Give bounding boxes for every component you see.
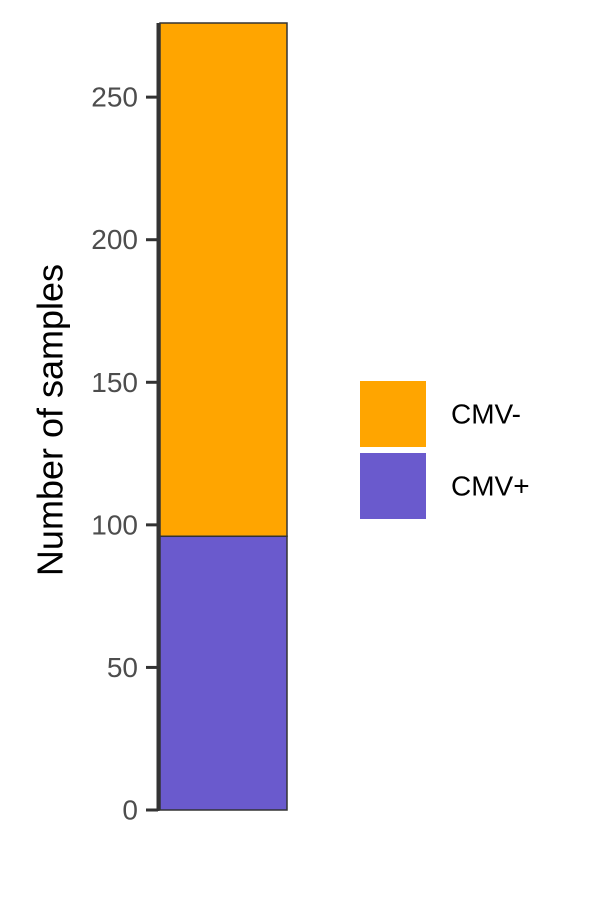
legend-label-cmv-neg: CMV- <box>451 399 521 430</box>
legend-key-cmv-neg <box>360 381 426 447</box>
bars-group <box>159 22 288 811</box>
y-tick-label: 0 <box>122 795 138 826</box>
y-tick-label: 50 <box>107 652 138 683</box>
bar-segment-cmv-pos <box>159 535 288 811</box>
y-tick-label: 150 <box>91 367 138 398</box>
y-axis-title: Number of samples <box>30 264 71 576</box>
y-tick-label: 100 <box>91 509 138 540</box>
bar-segment-cmv-neg <box>159 22 288 538</box>
y-axis: 0 50 100 150 200 250 <box>91 23 160 826</box>
legend-key-cmv-pos <box>360 453 426 519</box>
legend-label-cmv-pos: CMV+ <box>451 471 530 502</box>
y-tick-label: 250 <box>91 82 138 113</box>
legend: CMV- CMV+ <box>360 381 530 519</box>
y-tick-label: 200 <box>91 224 138 255</box>
